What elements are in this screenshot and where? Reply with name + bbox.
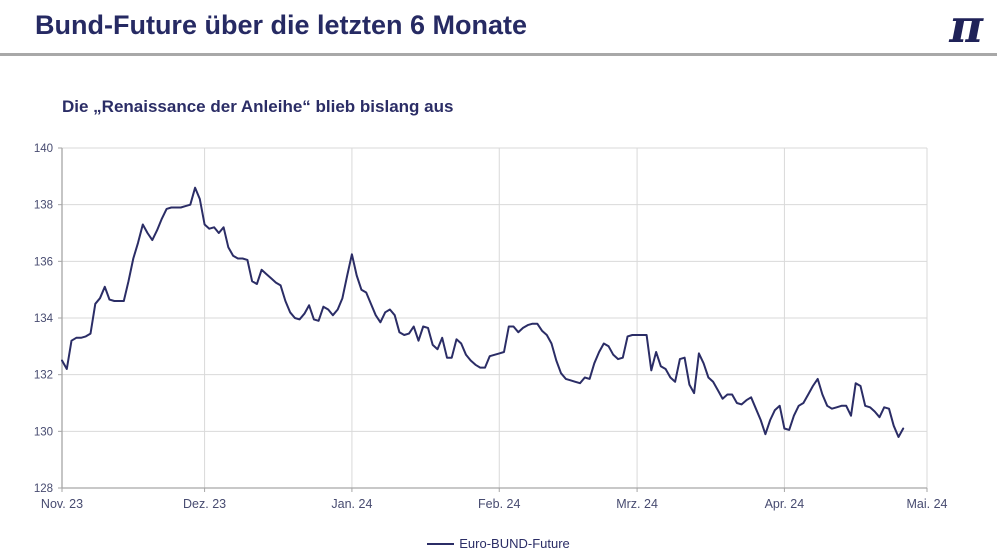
y-tick-label: 138 [34, 200, 53, 212]
x-tick-label: Nov. 23 [41, 497, 83, 511]
y-tick-label: 134 [34, 313, 54, 325]
x-tick-label: Apr. 24 [765, 497, 805, 511]
y-tick-label: 140 [34, 143, 53, 155]
legend-line-icon [427, 542, 455, 545]
x-tick-label: Feb. 24 [478, 497, 520, 511]
y-tick-label: 130 [34, 426, 53, 438]
x-tick-label: Mrz. 24 [616, 497, 658, 511]
chart-subtitle: Die „Renaissance der Anleihe“ blieb bisl… [62, 97, 454, 116]
x-tick-label: Mai. 24 [907, 497, 948, 511]
y-tick-label: 128 [34, 483, 53, 495]
header-divider [0, 53, 997, 56]
x-tick-label: Jan. 24 [331, 497, 372, 511]
chart-legend: Euro-BUND-Future [0, 536, 997, 551]
pi-logo-icon: π [949, 0, 983, 53]
legend-label: Euro-BUND-Future [459, 536, 570, 551]
page-title: Bund-Future über die letzten 6 Monate [35, 10, 528, 40]
x-tick-label: Dez. 23 [183, 497, 226, 511]
series-line-euro-bund-future [61, 186, 905, 438]
y-tick-label: 132 [34, 370, 53, 382]
y-tick-label: 136 [34, 256, 53, 268]
